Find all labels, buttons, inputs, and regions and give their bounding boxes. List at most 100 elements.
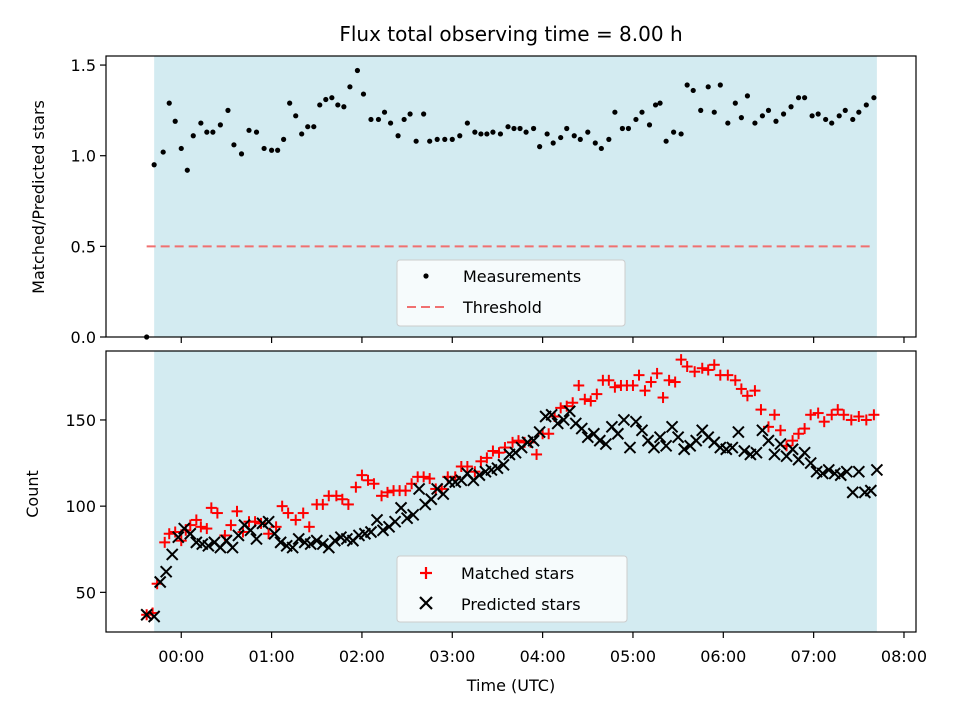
matched-star-point — [336, 493, 348, 505]
predicted-star-point — [816, 467, 829, 480]
predicted-star-point — [551, 417, 564, 430]
legend-matched-label: Matched stars — [461, 564, 574, 583]
matched-star-point — [163, 528, 175, 540]
measurement-point — [725, 120, 731, 126]
measurement-point — [759, 113, 766, 119]
measurement-point — [287, 100, 293, 106]
bottom-legend: Matched stars Predicted stars — [396, 555, 628, 623]
measurement-point — [246, 127, 252, 133]
matched-star-point — [579, 393, 591, 405]
matched-star-point — [838, 409, 850, 421]
predicted-star-point — [159, 565, 173, 578]
predicted-star-point — [870, 463, 884, 477]
predicted-star-point — [250, 532, 263, 546]
predicted-star-point — [172, 530, 185, 544]
matched-star-point — [669, 376, 681, 388]
measurement-point — [427, 138, 433, 144]
measurement-point — [544, 131, 550, 137]
predicted-star-point — [262, 515, 275, 528]
matched-star-point — [531, 448, 543, 460]
measurement-point — [354, 67, 361, 74]
matched-star-point — [591, 388, 603, 400]
predicted-star-point — [370, 513, 384, 527]
top-y-tick-label: 1.0 — [71, 147, 96, 166]
matched-star-point — [729, 374, 741, 386]
predicted-star-point — [617, 413, 631, 427]
measurement-point — [829, 120, 835, 126]
predicted-star-point — [647, 441, 661, 454]
measurement-point — [671, 129, 677, 135]
matched-star-point — [793, 428, 805, 440]
measurement-point — [210, 129, 216, 135]
predicted-star-point — [557, 413, 570, 427]
predicted-star-point — [599, 437, 613, 451]
measurement-point — [646, 122, 653, 128]
predicted-star-point — [274, 536, 287, 549]
measurement-point — [434, 136, 440, 142]
matched-star-point — [330, 490, 342, 502]
measurement-point — [497, 131, 504, 137]
measurement-point — [305, 124, 311, 130]
measurement-point — [160, 149, 166, 155]
measurement-point — [684, 82, 690, 88]
predicted-star-point — [232, 529, 245, 542]
matched-star-point — [853, 411, 865, 423]
measurement-point — [375, 116, 382, 123]
predicted-star-point — [376, 524, 390, 537]
measurement-point — [809, 113, 815, 119]
matched-star-point — [735, 383, 747, 395]
predicted-star-point — [671, 430, 685, 444]
measurement-point — [633, 116, 639, 123]
measurement-point — [442, 136, 448, 142]
predicted-star-point — [575, 422, 588, 435]
matched-star-point — [368, 478, 380, 490]
measurement-point — [612, 109, 618, 115]
top-y-axis-label: Matched/Predicted stars — [29, 100, 48, 294]
matched-star-point — [675, 354, 687, 366]
measurement-point — [815, 111, 821, 117]
measurement-point — [856, 109, 862, 115]
measurement-point — [773, 118, 779, 124]
matched-star-point — [297, 507, 309, 519]
matched-star-point — [702, 364, 714, 376]
matched-star-point — [818, 416, 830, 428]
predicted-star-point — [611, 427, 625, 440]
measurement-point — [323, 96, 329, 103]
measurement-point — [738, 115, 744, 121]
matched-star-point — [481, 452, 493, 464]
measurement-point — [765, 107, 772, 113]
predicted-star-point — [437, 487, 450, 501]
measurement-point — [836, 113, 842, 119]
matched-star-point — [418, 471, 430, 483]
measurement-point — [275, 147, 281, 153]
predicted-star-point — [726, 441, 739, 454]
matched-star-point — [573, 379, 585, 391]
top-y-tick-label: 1.5 — [71, 56, 96, 75]
matched-star-point — [845, 414, 857, 426]
measurement-point — [530, 125, 537, 132]
measurement-point — [335, 102, 341, 108]
predicted-star-point — [762, 434, 775, 447]
measurement-point — [329, 95, 335, 101]
measurement-point — [478, 131, 484, 137]
bottom-legend-box — [396, 555, 628, 623]
matched-star-point — [860, 414, 872, 426]
measurement-point — [523, 129, 529, 135]
matched-star-point — [603, 374, 615, 386]
chart-title: Flux total observing time = 8.00 h — [339, 22, 682, 46]
matched-star-point — [627, 379, 639, 391]
measurement-point — [795, 95, 802, 101]
predicted-stars-points — [140, 405, 884, 623]
matched-star-point — [868, 409, 880, 421]
matched-star-point — [826, 409, 838, 421]
legend-measurements-marker — [423, 273, 429, 279]
measurement-point — [299, 131, 305, 137]
predicted-star-point — [665, 420, 679, 434]
measurement-point — [657, 100, 663, 106]
predicted-star-point — [292, 532, 305, 546]
measurement-point — [606, 136, 612, 142]
matched-star-point — [681, 361, 693, 373]
predicted-star-point — [593, 434, 607, 447]
bottom-x-tick-label: 03:00 — [429, 647, 475, 666]
measurement-point — [341, 104, 347, 110]
